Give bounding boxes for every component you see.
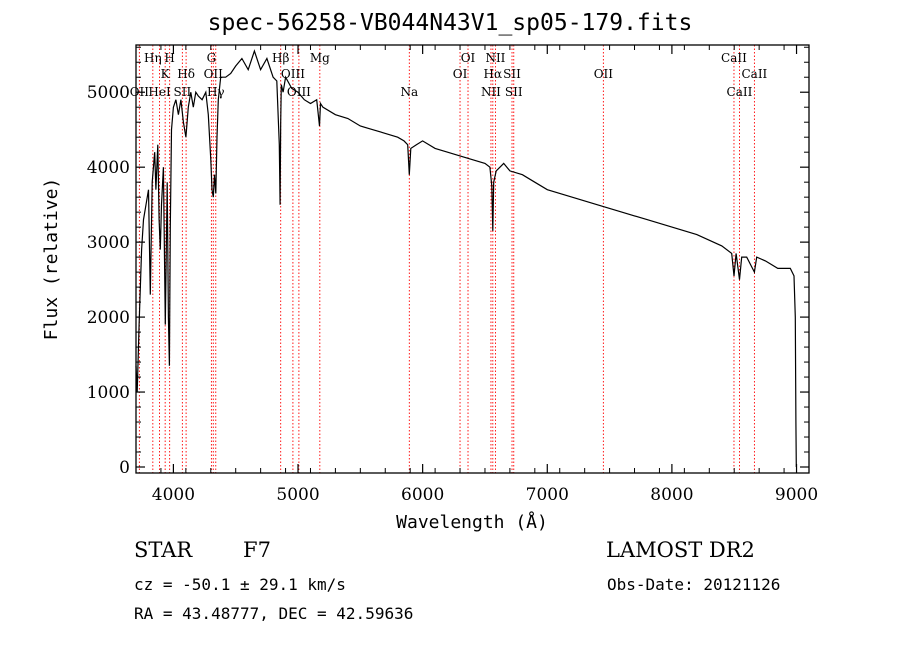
y-axis-label: Flux (relative) <box>41 178 62 341</box>
line-marker-label: SII <box>505 85 523 99</box>
x-tick-label: 7000 <box>526 485 569 505</box>
line-marker-label: G <box>207 51 217 65</box>
obs-date: Obs-Date: 20121126 <box>607 575 781 594</box>
line-marker-label: CaII <box>727 85 753 99</box>
x-tick-label: 9000 <box>775 485 818 505</box>
y-tick-label: 4000 <box>87 158 130 178</box>
line-marker-label: HeI <box>148 85 171 99</box>
plot-frame <box>135 44 810 474</box>
line-marker-labels: OIIHηHeIKHSIIHδGOIIHγHβOIIIOIIIMgNaOIOIN… <box>130 51 768 99</box>
line-markers <box>138 45 755 473</box>
object-class: STAR <box>134 538 193 562</box>
line-marker-label: OIII <box>281 67 305 81</box>
radec-readout: RA = 43.48777, DEC = 42.59636 <box>134 604 414 623</box>
spectrum-line <box>135 49 797 468</box>
line-marker-label: Hη <box>144 51 162 65</box>
y-tick-label: 1000 <box>87 383 130 403</box>
y-tick-label: 3000 <box>87 233 130 253</box>
x-tick-label: 8000 <box>650 485 693 505</box>
y-tick-label: 0 <box>119 458 130 478</box>
line-marker-label: OI <box>461 51 476 65</box>
line-marker-label: NII <box>485 51 505 65</box>
line-marker-label: OII <box>204 67 224 81</box>
line-marker-label: NII <box>481 85 501 99</box>
line-marker-label: OII <box>594 67 614 81</box>
line-marker-label: OI <box>453 67 468 81</box>
y-axis-ticks: 0 1000 2000 3000 4000 5000 <box>87 46 809 478</box>
x-tick-label: 6000 <box>401 485 444 505</box>
line-marker-label: CaII <box>721 51 747 65</box>
line-marker-label: SII <box>174 85 192 99</box>
y-tick-label: 2000 <box>87 308 130 328</box>
line-marker-label: CaII <box>741 67 767 81</box>
line-marker-label: Hβ <box>272 51 289 65</box>
line-marker-label: Hγ <box>207 85 225 99</box>
line-marker-label: Mg <box>310 51 330 65</box>
line-marker-label: Na <box>400 85 418 99</box>
chart-title: spec-56258-VB044N43V1_sp05-179.fits <box>207 10 693 36</box>
x-axis-ticks: 4000 5000 6000 7000 8000 9000 <box>152 45 818 505</box>
survey-name: LAMOST DR2 <box>606 538 755 562</box>
line-marker-label: H <box>164 51 174 65</box>
x-axis-label: Wavelength (Å) <box>396 511 548 533</box>
line-marker-label: Hα <box>484 67 503 81</box>
x-tick-label: 4000 <box>152 485 195 505</box>
redshift-readout: cz = -50.1 ± 29.1 km/s <box>134 575 346 594</box>
x-tick-label: 5000 <box>276 485 319 505</box>
line-marker-label: Hδ <box>177 67 195 81</box>
line-marker-label: SII <box>503 67 521 81</box>
y-tick-label: 5000 <box>87 83 130 103</box>
object-subclass: F7 <box>243 538 271 562</box>
line-marker-label: K <box>161 67 171 81</box>
